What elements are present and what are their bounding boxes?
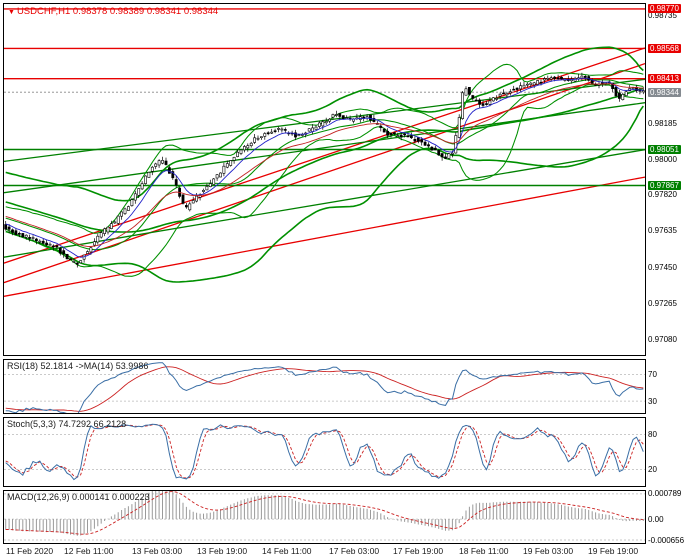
stoch-level-label: 20 [648, 465, 657, 475]
chart-symbol-period: USDCHF,H1 [16, 6, 71, 17]
price-tick-label: 0.98185 [648, 118, 677, 128]
bb-slow-upper [5, 46, 644, 202]
price-level-badge: 0.98568 [648, 43, 681, 53]
stoch-level-label: 80 [648, 429, 657, 439]
chart-title: ▼ USDCHF,H1 0.98378 0.98389 0.98341 0.983… [8, 6, 218, 17]
chart-ohlc-values: 0.98378 0.98389 0.98341 0.98344 [72, 6, 219, 17]
main-chart-panel[interactable]: ▼ USDCHF,H1 0.98378 0.98389 0.98341 0.983… [3, 3, 646, 356]
price-tick-label: 0.98735 [648, 11, 677, 21]
time-axis-label: 14 Feb 11:00 [262, 546, 312, 556]
macd-panel[interactable]: MACD(12,26,9) 0.000141 0.000223 [3, 490, 646, 544]
trendline [4, 176, 645, 297]
time-axis-label: 13 Feb 19:00 [197, 546, 248, 556]
price-tick-label: 0.97450 [648, 262, 677, 272]
candle-wicks [5, 72, 644, 268]
current-price-badge: 0.98344 [648, 87, 681, 97]
time-axis[interactable]: 11 Feb 2020 12 Feb 11:00 13 Feb 03:00 13 Fe… [3, 546, 648, 559]
time-axis-label: 18 Feb 11:00 [459, 546, 509, 556]
time-axis-label: 19 Feb 03:00 [523, 546, 574, 556]
time-axis-label: 13 Feb 03:00 [132, 546, 183, 556]
macd-level-label: 0.00 [648, 514, 664, 524]
symbol-marker-icon: ▼ [8, 9, 15, 16]
price-level-badge: 0.98770 [648, 4, 681, 14]
bb-fast-upper [5, 63, 644, 234]
time-axis-label: 17 Feb 19:00 [393, 546, 444, 556]
bb-slow-middle [5, 87, 644, 233]
price-tick-label: 0.97635 [648, 226, 677, 236]
time-axis-label: 17 Feb 03:00 [329, 546, 380, 556]
macd-label: MACD(12,26,9) 0.000141 0.000223 [7, 492, 150, 502]
rsi-canvas[interactable] [4, 360, 645, 413]
time-axis-label: 12 Feb 11:00 [64, 546, 114, 556]
rsi-panel[interactable]: RSI(18) 52.1814 ->MA(14) 53.9986 [3, 359, 646, 414]
ema-fast-line [5, 77, 644, 258]
price-level-badge: 0.98413 [648, 74, 681, 84]
macd-level-label: 0.000789 [648, 489, 682, 499]
bb-slow-lower [5, 105, 644, 283]
main-chart-canvas[interactable] [4, 4, 645, 355]
price-level-badge: 0.97867 [648, 181, 681, 190]
price-tick-label: 0.97080 [648, 334, 677, 344]
time-axis-label: 19 Feb 19:00 [588, 546, 639, 556]
stochastic-canvas[interactable] [4, 418, 645, 486]
rsi-label: RSI(18) 52.1814 ->MA(14) 53.9986 [7, 361, 149, 371]
stochastic-panel[interactable]: Stoch(5,3,3) 74.7292 66.2128 [3, 417, 646, 487]
time-axis-label: 11 Feb 2020 [6, 546, 54, 556]
ema-slow-line [5, 83, 644, 247]
bb-fast-middle [5, 79, 644, 251]
macd-canvas[interactable] [4, 491, 645, 543]
price-level-badge: 0.98051 [648, 145, 681, 154]
macd-signal-line [5, 491, 644, 535]
stochastic-label: Stoch(5,3,3) 74.7292 66.2128 [7, 419, 127, 429]
macd-histogram [5, 491, 644, 536]
rsi-level-label: 30 [648, 396, 657, 406]
macd-level-label: -0.000656 [648, 535, 685, 545]
rsi-ma-line [5, 366, 644, 412]
rsi-line [5, 362, 644, 413]
bb-fast-lower [5, 83, 644, 277]
price-tick-label: 0.97820 [648, 190, 677, 200]
trendline [4, 62, 645, 284]
stoch-main-line [5, 423, 644, 481]
trendline [4, 149, 645, 258]
price-axis[interactable]: 0.98735 0.98185 0.98000 0.97820 0.97635 0.974… [648, 0, 700, 548]
candles-layer [4, 75, 645, 265]
price-tick-label: 0.97265 [648, 298, 677, 308]
price-tick-label: 0.98000 [648, 155, 677, 164]
rsi-level-label: 70 [648, 370, 657, 380]
